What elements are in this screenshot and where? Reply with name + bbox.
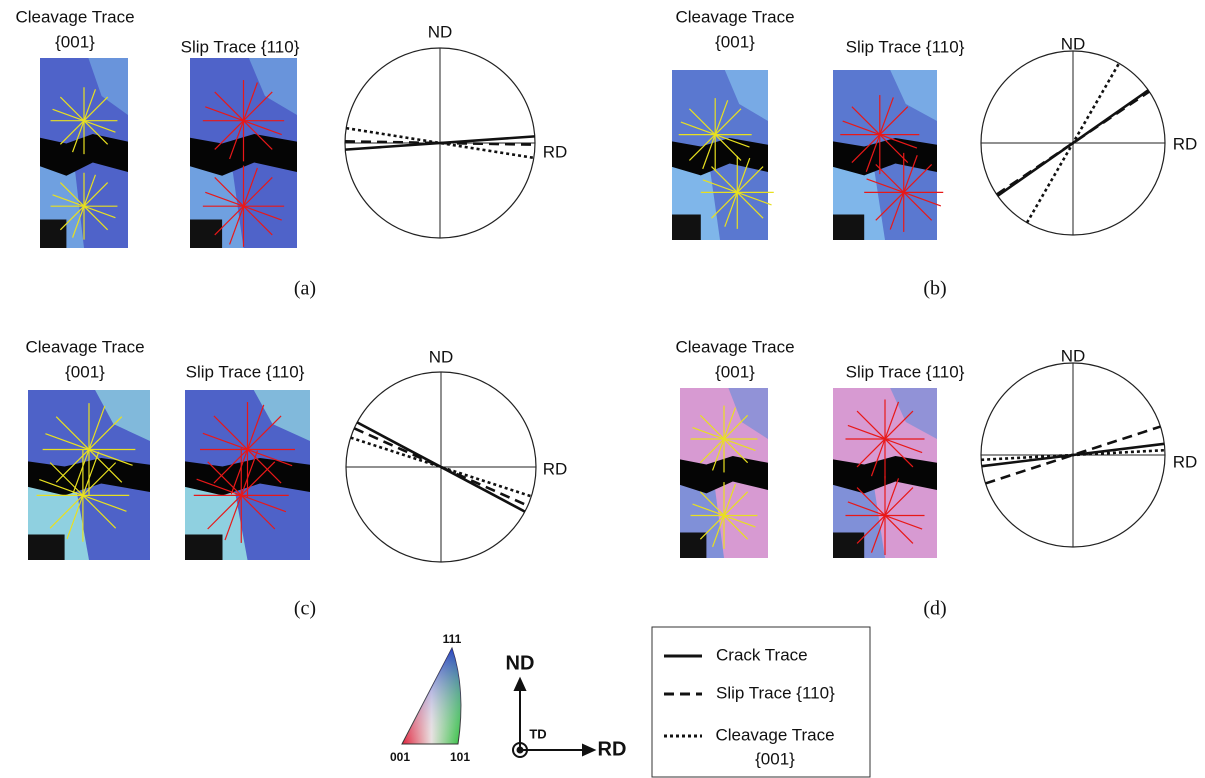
label: Slip Trace {110} [846,37,965,56]
dark-edge [40,220,66,249]
label: ND [1061,346,1086,365]
ebsd-map [40,58,128,248]
ebsd-map [672,70,774,240]
dark-edge [185,535,223,561]
label: Cleavage Trace [715,725,834,744]
ebsd-map [28,390,150,560]
label: (c) [294,598,316,620]
label: Cleavage Trace [675,337,794,356]
axes-symbol [513,679,594,757]
ebsd-map [185,390,310,560]
label: ND [1061,34,1086,53]
label: Slip Trace {110} [186,362,305,381]
label: (b) [923,278,946,300]
dark-edge [833,215,864,241]
label: (a) [294,278,316,300]
label: Slip Trace {110} [716,683,835,702]
label: {001} [715,32,755,51]
label: Slip Trace {110} [846,362,965,381]
ebsd-map [833,70,943,240]
label: 111 [443,632,462,646]
ebsd-map [833,388,937,558]
label: {001} [55,32,95,51]
label: RD [598,738,627,760]
label: ND [428,22,453,41]
label: TD [529,726,546,741]
label: {001} [755,749,795,768]
label: RD [543,459,568,478]
label: RD [543,142,568,161]
dark-edge [672,215,701,241]
label: Crack Trace [716,645,808,664]
label: {001} [65,362,105,381]
label: RD [1173,452,1198,471]
dark-edge [190,220,222,249]
label: ND [506,652,535,674]
figure: Cleavage Trace {001} Slip Trace {110} ND RD (… [0,0,1205,778]
label: ND [429,347,454,366]
label: 001 [390,750,410,764]
label: RD [1173,134,1198,153]
label: Cleavage Trace [15,7,134,26]
label: {001} [715,362,755,381]
dark-edge [833,533,864,559]
ipf-triangle [402,648,461,744]
ebsd-map [190,58,297,248]
legend-lines [664,656,702,736]
label: Cleavage Trace [25,337,144,356]
label: Slip Trace {110} [181,37,300,56]
label: 101 [450,750,470,764]
label: (d) [923,598,946,620]
dark-edge [28,535,65,561]
label: Cleavage Trace [675,7,794,26]
ebsd-map [680,388,768,558]
